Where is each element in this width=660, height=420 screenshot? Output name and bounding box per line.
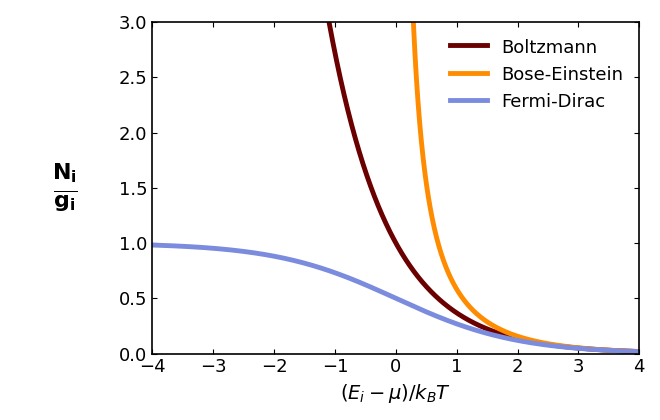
Fermi-Dirac — [387, 293, 395, 298]
Fermi-Dirac — [178, 244, 185, 249]
Line: Bose-Einstein: Bose-Einstein — [413, 23, 640, 352]
Legend: Boltzmann, Bose-Einstein, Fermi-Dirac: Boltzmann, Bose-Einstein, Fermi-Dirac — [444, 31, 630, 118]
Fermi-Dirac — [150, 243, 158, 248]
Bose-Einstein — [636, 349, 643, 354]
Bose-Einstein — [609, 348, 617, 353]
Fermi-Dirac — [609, 348, 617, 353]
Fermi-Dirac — [636, 349, 643, 354]
Boltzmann — [636, 349, 643, 354]
Boltzmann — [609, 348, 617, 353]
Boltzmann — [387, 230, 395, 235]
Line: Boltzmann: Boltzmann — [329, 22, 640, 352]
Line: Fermi-Dirac: Fermi-Dirac — [152, 245, 640, 352]
Fermi-Dirac — [148, 242, 156, 247]
X-axis label: $(E_i - \mu)/k_B T$: $(E_i - \mu)/k_B T$ — [341, 382, 451, 405]
Fermi-Dirac — [244, 249, 252, 255]
Text: $\mathbf{N_i}$
$\overline{\mathbf{g_i}}$: $\mathbf{N_i}$ $\overline{\mathbf{g_i}}$ — [52, 161, 77, 214]
Fermi-Dirac — [169, 243, 177, 248]
